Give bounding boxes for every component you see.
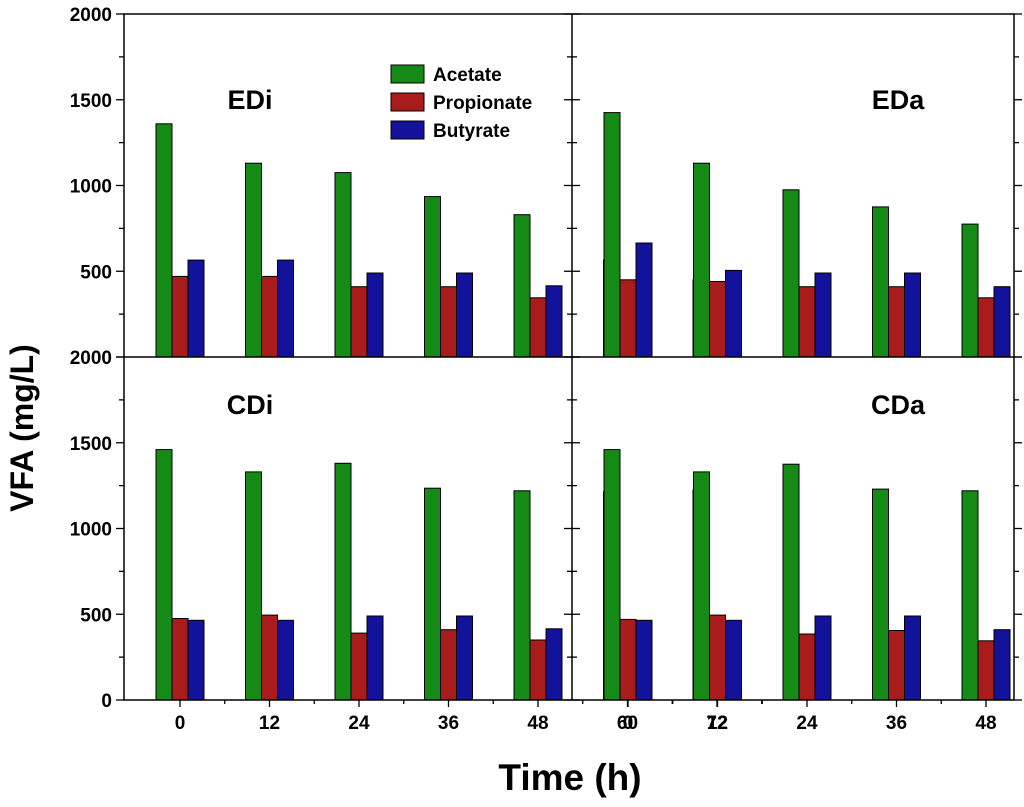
bar-eda-acetate-24 (782, 189, 800, 358)
bar-cda-acetate-24 (782, 463, 800, 701)
bar-cdi-propionate-36 (440, 629, 457, 701)
bar-cda-propionate-0 (619, 618, 637, 701)
bar-eda-propionate-0 (619, 279, 637, 358)
xtick-label-36: 36 (886, 713, 907, 734)
bar-cda-butyrate-36 (904, 615, 921, 701)
panel-label-edi: EDi (227, 85, 272, 115)
ytick-label-bottom: 500 (80, 605, 112, 626)
legend-label-acetate: Acetate (433, 65, 502, 86)
bar-cda-butyrate-24 (814, 615, 832, 701)
ytick-label-top: 2000 (70, 5, 112, 26)
bar-edi-acetate-12 (245, 162, 262, 358)
bar-cdi-butyrate-0 (187, 619, 205, 701)
bar-edi-butyrate-24 (366, 272, 384, 358)
ytick-label-bottom: 0 (101, 691, 112, 712)
bar-cda-butyrate-48 (993, 629, 1011, 701)
bar-cdi-acetate-12 (245, 471, 262, 701)
bar-eda-acetate-12 (693, 162, 710, 358)
bar-cda-acetate-0 (603, 449, 621, 701)
bar-cda-propionate-48 (977, 640, 995, 701)
y-axis-title: VFA (mg/L) (4, 344, 40, 512)
xtick-label-24: 24 (348, 713, 370, 734)
ytick-label-top: 2000 (70, 348, 112, 369)
bar-eda-acetate-0 (603, 112, 621, 358)
bar-eda-butyrate-24 (814, 272, 832, 358)
bar-edi-butyrate-36 (456, 272, 473, 358)
legend-swatch-acetate (390, 64, 425, 84)
panel-label-cdi: CDi (227, 390, 274, 420)
bar-edi-acetate-24 (334, 172, 352, 358)
bar-cda-butyrate-12 (725, 619, 742, 701)
xtick-label-36: 36 (438, 713, 459, 734)
legend-swatch-propionate (390, 92, 425, 112)
bar-cda-acetate-36 (872, 488, 889, 701)
bar-edi-propionate-0 (171, 275, 189, 358)
xtick-label-12: 12 (259, 713, 280, 734)
bar-cdi-propionate-48 (529, 639, 547, 701)
bar-cda-propionate-12 (709, 614, 726, 701)
bar-eda-butyrate-48 (993, 286, 1011, 358)
bar-cdi-propionate-0 (171, 618, 189, 701)
bar-edi-acetate-48 (513, 214, 531, 358)
ytick-label-bottom: 1500 (70, 434, 112, 455)
bar-cda-acetate-48 (961, 490, 979, 701)
legend-swatch-butyrate (390, 120, 425, 140)
ytick-label-top: 500 (80, 262, 112, 283)
bar-edi-propionate-24 (350, 286, 368, 358)
x-axis-title: Time (h) (498, 757, 641, 798)
bar-eda-butyrate-12 (725, 269, 742, 358)
bar-edi-acetate-0 (155, 123, 173, 358)
bar-eda-propionate-24 (798, 286, 816, 358)
bar-cda-propionate-36 (888, 630, 905, 701)
bar-eda-butyrate-0 (635, 242, 653, 358)
panel-label-eda: EDa (872, 85, 926, 115)
bar-edi-acetate-36 (424, 196, 441, 358)
bar-cdi-propionate-24 (350, 632, 368, 701)
bar-eda-propionate-12 (709, 281, 726, 358)
bar-cdi-butyrate-48 (545, 628, 563, 701)
ticks-layer (116, 13, 1022, 707)
bar-cdi-propionate-12 (261, 614, 278, 701)
panel-label-cda: CDa (871, 390, 926, 420)
bar-cda-butyrate-0 (635, 619, 653, 701)
legend-label-propionate: Propionate (433, 93, 532, 114)
legend-label-butyrate: Butyrate (433, 121, 510, 142)
bar-cdi-butyrate-24 (366, 615, 384, 701)
ytick-label-top: 1500 (70, 91, 112, 112)
legend: Acetate Propionate Butyrate (390, 64, 532, 142)
bar-cdi-acetate-0 (155, 449, 173, 701)
bar-cdi-butyrate-12 (277, 619, 294, 701)
bar-edi-propionate-36 (440, 286, 457, 358)
labels-layer: EDi EDa CDi CDa 2000 1500 1000 500 2000 1500 1000 5… (70, 5, 997, 734)
ytick-label-bottom: 1000 (70, 520, 112, 541)
xtick-label-0: 0 (623, 713, 634, 734)
bar-eda-propionate-36 (888, 286, 905, 358)
xtick-label-12: 12 (707, 713, 728, 734)
bar-edi-butyrate-12 (277, 259, 294, 358)
bar-eda-butyrate-36 (904, 272, 921, 358)
xtick-label-48: 48 (527, 713, 548, 734)
bar-cdi-butyrate-36 (456, 615, 473, 701)
bar-eda-acetate-36 (872, 206, 889, 358)
bar-eda-propionate-48 (977, 297, 995, 358)
xtick-label-0: 0 (175, 713, 186, 734)
xtick-label-72: 72 (706, 713, 727, 734)
bar-cda-propionate-24 (798, 633, 816, 701)
bar-cdi-acetate-48 (513, 490, 531, 701)
bar-edi-propionate-48 (529, 297, 547, 358)
xtick-label-24: 24 (796, 713, 818, 734)
bar-edi-butyrate-48 (545, 285, 563, 358)
bar-cdi-acetate-24 (334, 462, 352, 701)
bar-cdi-acetate-36 (424, 487, 441, 701)
bar-edi-propionate-12 (261, 275, 278, 358)
ytick-label-top: 1000 (70, 177, 112, 198)
bar-edi-butyrate-0 (187, 259, 205, 358)
bar-cda-acetate-12 (693, 471, 710, 701)
bar-eda-acetate-48 (961, 223, 979, 358)
xtick-label-60: 60 (617, 713, 638, 734)
xtick-label-48: 48 (975, 713, 996, 734)
